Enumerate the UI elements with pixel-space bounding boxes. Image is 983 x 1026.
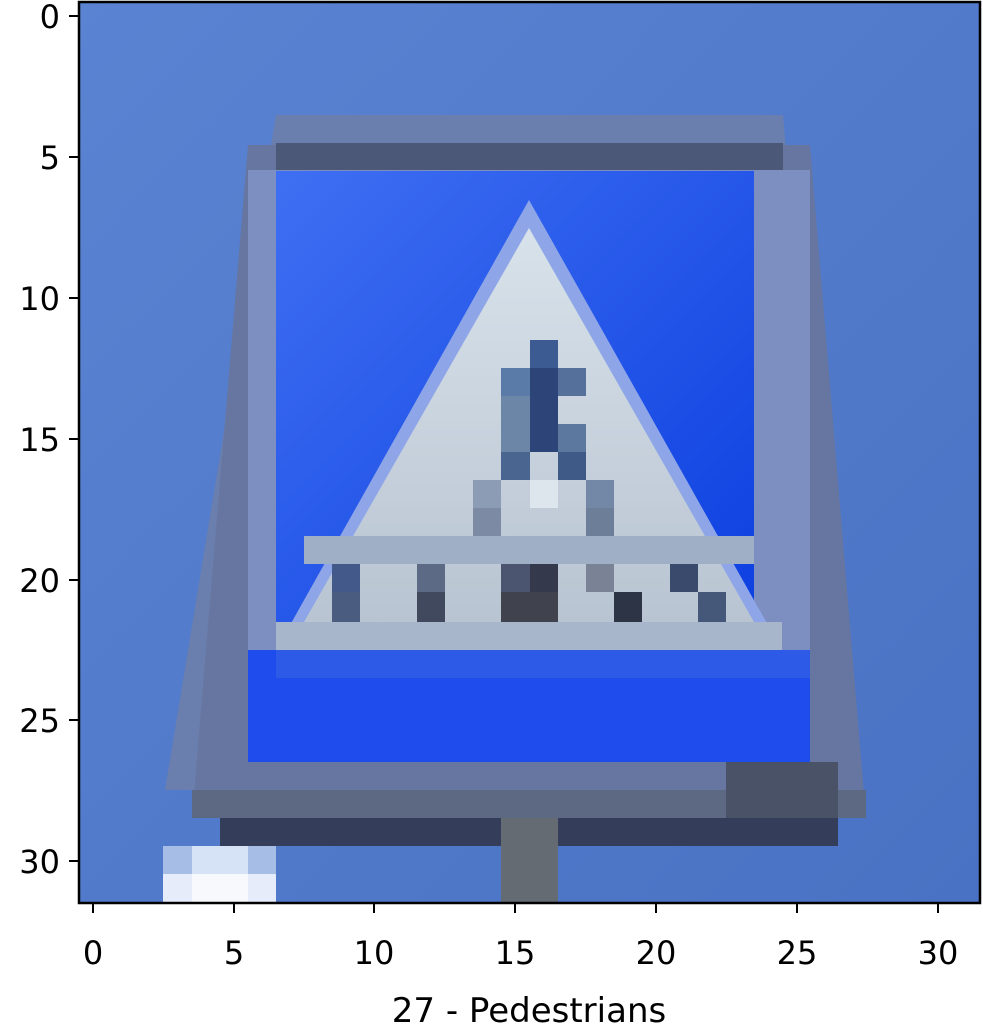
y-axis [69,15,79,862]
pixel-image [77,0,982,905]
y-tick-label: 25 [19,702,60,740]
y-tick-label: 20 [19,562,60,600]
y-tick-label: 30 [19,843,60,881]
y-tick-label: 15 [19,421,60,459]
pedestrian-figure [473,340,614,536]
y-tick-label: 0 [40,0,60,36]
image-caption: 27 - Pedestrians [392,991,666,1026]
x-tick-label: 5 [224,934,244,972]
y-tick-labels: 0 5 10 15 20 25 30 [19,0,60,881]
zebra-crossing [276,536,782,650]
x-tick-label: 25 [777,934,818,972]
x-tick-label: 15 [495,934,536,972]
sign-lower-shade [276,650,810,678]
x-axis [92,903,939,913]
x-tick-label: 10 [354,934,395,972]
image-frame [77,0,982,905]
sign-base-shade [726,762,838,818]
y-tick-label: 10 [19,280,60,318]
x-tick-label: 0 [83,934,103,972]
sign-pole [501,818,558,903]
highlight-patch [163,846,276,903]
y-tick-label: 5 [40,139,60,177]
x-tick-label: 20 [636,934,677,972]
sign-top-frame [276,143,783,171]
x-tick-labels: 0 5 10 15 20 25 30 [83,934,959,972]
x-tick-label: 30 [918,934,959,972]
